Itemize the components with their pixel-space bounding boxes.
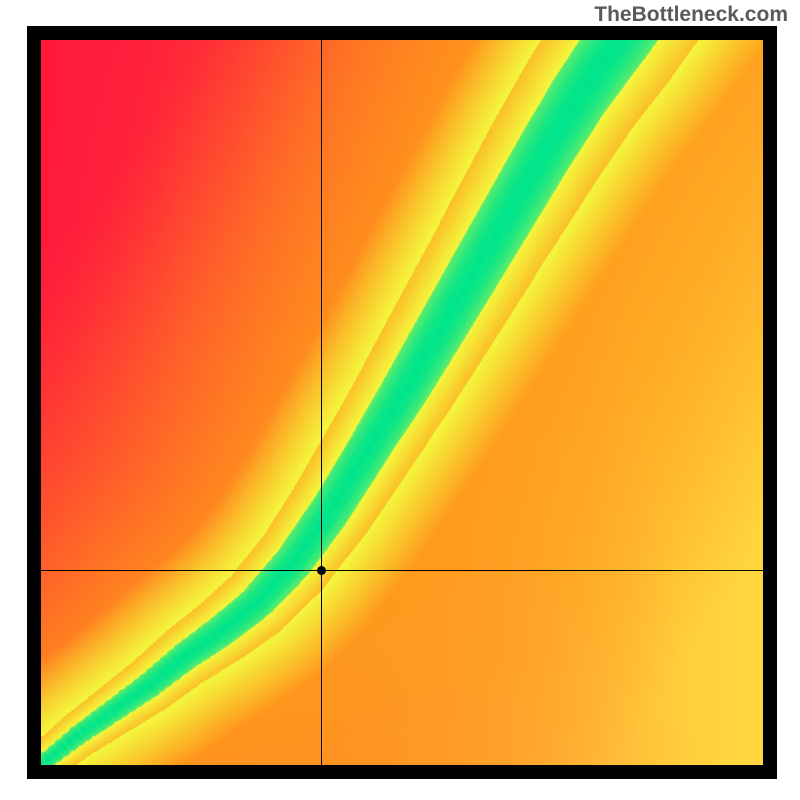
- crosshair-vertical: [321, 40, 322, 765]
- heatmap-canvas: [41, 40, 763, 765]
- chart-container: TheBottleneck.com: [0, 0, 800, 800]
- watermark-text: TheBottleneck.com: [594, 3, 788, 27]
- crosshair-horizontal: [41, 570, 763, 571]
